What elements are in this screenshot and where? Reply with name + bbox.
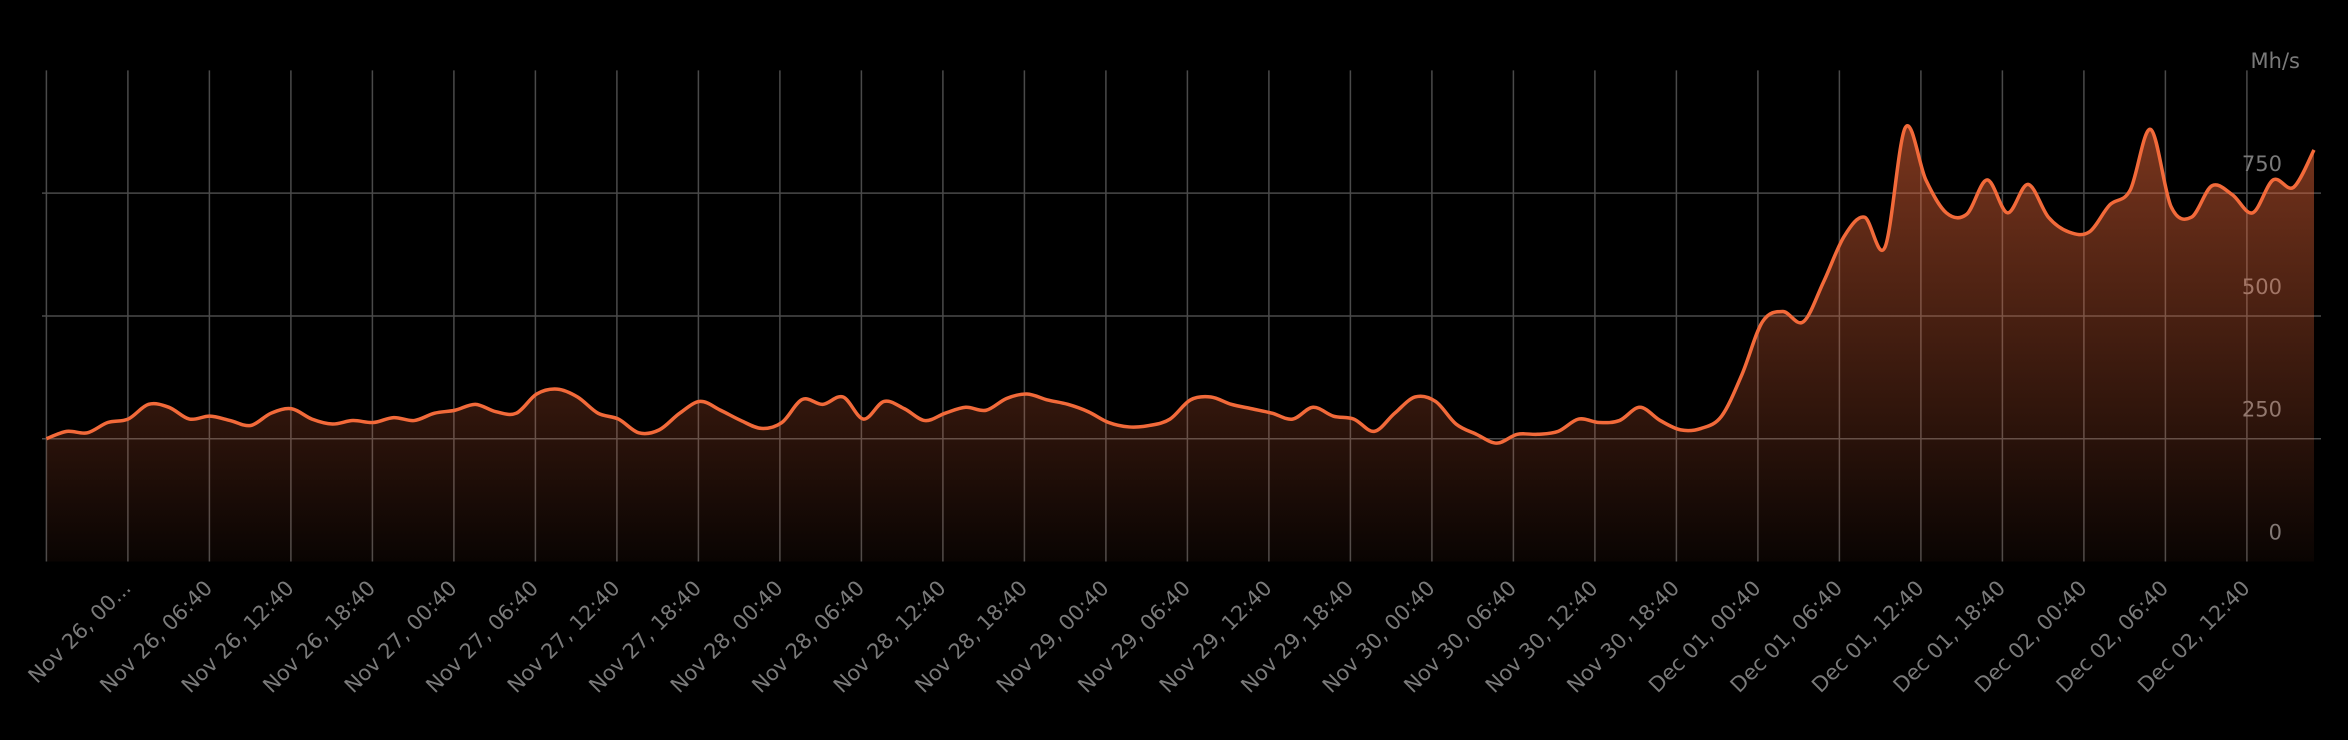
y-tick-label: 750 — [2242, 152, 2282, 176]
y-axis-label: Mh/s — [2251, 49, 2300, 73]
area-fill — [46, 125, 2315, 562]
line — [45, 123, 2316, 445]
